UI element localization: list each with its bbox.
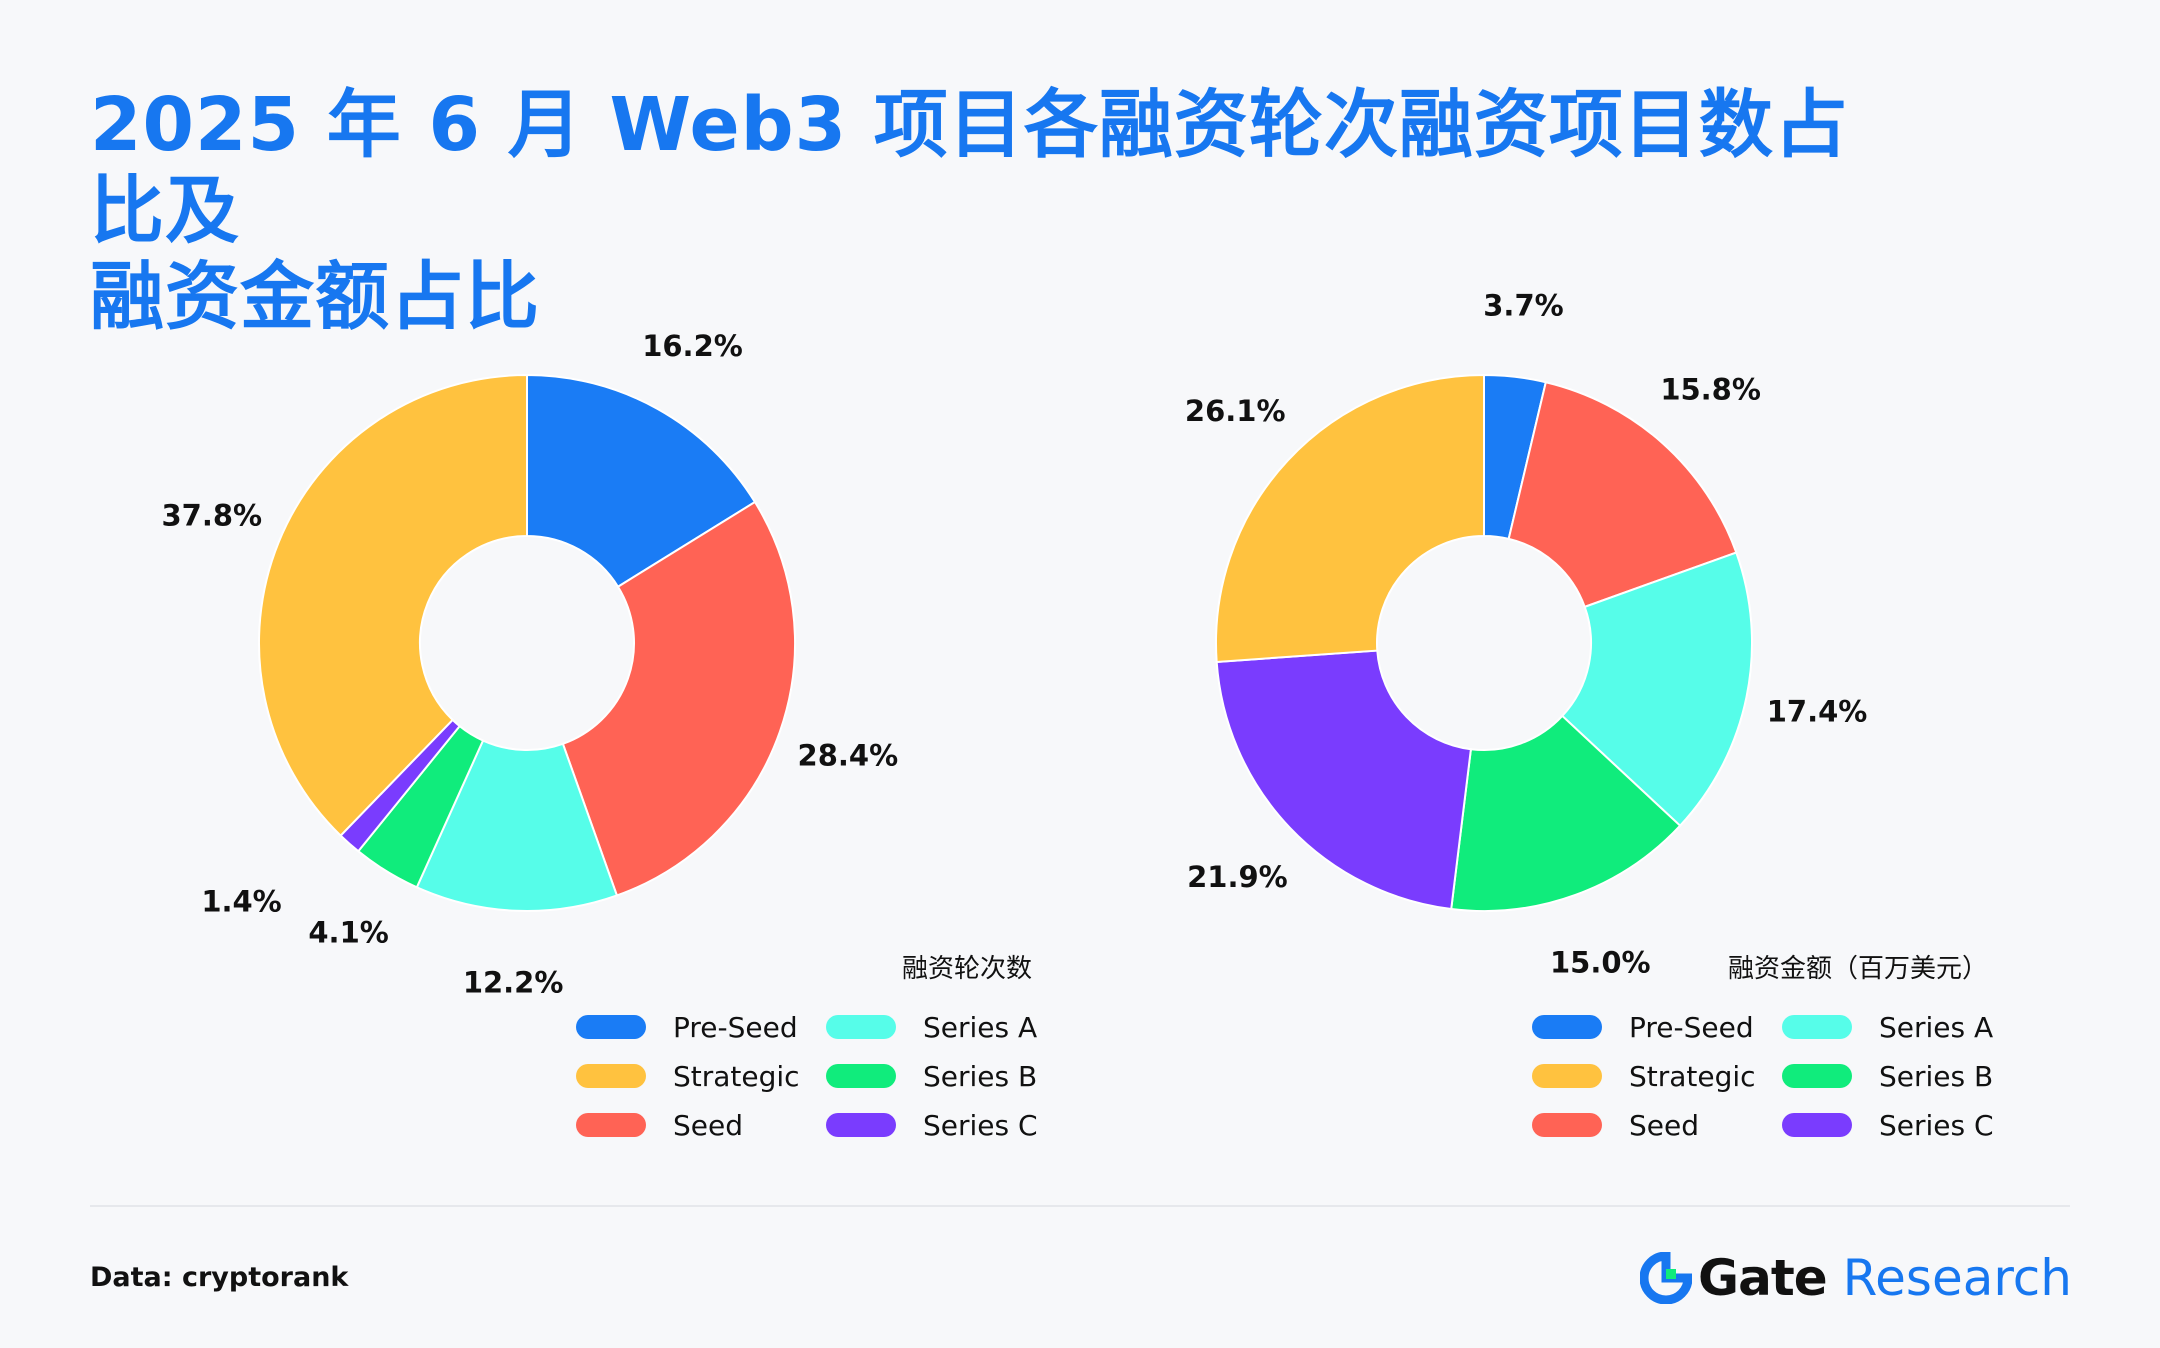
legend-title-funding-amount: 融资金额（百万美元）: [1727, 954, 1988, 984]
legend-item-pre-seed: Pre-Seed: [576, 1010, 826, 1044]
legend-swatch: [1532, 1113, 1602, 1137]
legend-item-seed: Seed: [576, 1108, 826, 1142]
legend-swatch: [1532, 1015, 1602, 1039]
slice-strategic: [1215, 373, 1485, 664]
legend-item-series-b: Series B: [826, 1059, 1046, 1093]
label-strategic: 37.8%: [162, 498, 263, 532]
legend-swatch: [576, 1015, 646, 1039]
legend-label: Pre-Seed: [1629, 1010, 1754, 1044]
label-seed: 28.4%: [798, 739, 899, 773]
legend-item-strategic: Strategic: [576, 1059, 826, 1093]
legend-label: Series B: [1879, 1059, 1994, 1093]
slice-series-b: [1450, 714, 1682, 912]
donut-chart-2: 3.7% 15.8% 17.4% 15.0% 21.9% 26.1%: [1185, 288, 1867, 979]
legend-item-series-a: Series A: [1782, 1010, 2002, 1044]
legend-item-series-c: Series C: [826, 1108, 1046, 1142]
legend-swatch: [1782, 1113, 1852, 1137]
slice-pre-seed: [526, 373, 757, 589]
slice-series-c: [1215, 649, 1473, 911]
page-title: 2025 年 6 月 Web3 项目各融资轮次融资项目数占比及 融资金额占比: [90, 82, 1890, 340]
legend-label: Series B: [923, 1059, 1038, 1093]
legend-funding-amount: Pre-Seed Series A Strategic Series B Seed Ser…: [1532, 1010, 2002, 1142]
legend-deal-count: Pre-Seed Series A Strategic Series B Seed Ser…: [576, 1010, 1046, 1142]
legend-label: Seed: [673, 1108, 743, 1142]
legend-item-strategic: Strategic: [1532, 1059, 1782, 1093]
legend-label: Series C: [1879, 1108, 1994, 1142]
legend-label: Strategic: [1629, 1059, 1756, 1093]
legend-label: Series A: [923, 1010, 1038, 1044]
legend-label: Pre-Seed: [673, 1010, 798, 1044]
slice-seed: [1507, 381, 1738, 609]
legend-item-seed: Seed: [1532, 1108, 1782, 1142]
legend-item-series-c: Series C: [1782, 1108, 2002, 1142]
legend-title-deal-count: 融资轮次数: [901, 954, 1032, 984]
label-series-c: 1.4%: [201, 884, 281, 918]
slice-series-a: [1560, 551, 1753, 828]
label-series-c: 21.9%: [1187, 860, 1288, 894]
donut-chart-1: 16.2% 28.4% 12.2% 4.1% 1.4% 37.8%: [162, 329, 899, 1000]
legend-label: Series C: [923, 1108, 1038, 1142]
legend-label: Series A: [1879, 1010, 1994, 1044]
legend-swatch: [826, 1113, 896, 1137]
label-series-a: 17.4%: [1767, 694, 1868, 728]
label-series-b: 4.1%: [308, 915, 388, 949]
legend-swatch: [576, 1113, 646, 1137]
brand-gate-text: Gate: [1698, 1249, 1828, 1307]
legend-swatch: [1782, 1064, 1852, 1088]
brand-research-text: Research: [1842, 1249, 2072, 1307]
legend-swatch: [576, 1064, 646, 1088]
legend-item-pre-seed: Pre-Seed: [1532, 1010, 1782, 1044]
label-strategic: 26.1%: [1185, 394, 1286, 428]
label-pre-seed: 3.7%: [1483, 288, 1563, 322]
data-source: Data: cryptorank: [90, 1262, 349, 1293]
legend-swatch: [1782, 1015, 1852, 1039]
legend-item-series-a: Series A: [826, 1010, 1046, 1044]
legend-swatch: [826, 1064, 896, 1088]
brand-logo: Gate Research: [1640, 1248, 2072, 1308]
legend-label: Strategic: [673, 1059, 800, 1093]
label-pre-seed: 16.2%: [642, 329, 743, 363]
label-series-b: 15.0%: [1550, 945, 1651, 979]
label-series-a: 12.2%: [463, 966, 564, 1000]
footer-divider: [90, 1205, 2070, 1207]
legend-swatch: [1532, 1064, 1602, 1088]
slice-series-a: [415, 739, 619, 912]
title-line-2: 融资金额占比: [90, 254, 540, 340]
legend-swatch: [826, 1015, 896, 1039]
label-seed: 15.8%: [1660, 373, 1761, 407]
legend-label: Seed: [1629, 1108, 1699, 1142]
title-line-1: 2025 年 6 月 Web3 项目各融资轮次融资项目数占比及: [90, 82, 1849, 254]
slice-strategic: [258, 373, 528, 838]
slice-seed: [561, 500, 796, 897]
legend-item-series-b: Series B: [1782, 1059, 2002, 1093]
gate-logo-icon: [1640, 1252, 1693, 1304]
